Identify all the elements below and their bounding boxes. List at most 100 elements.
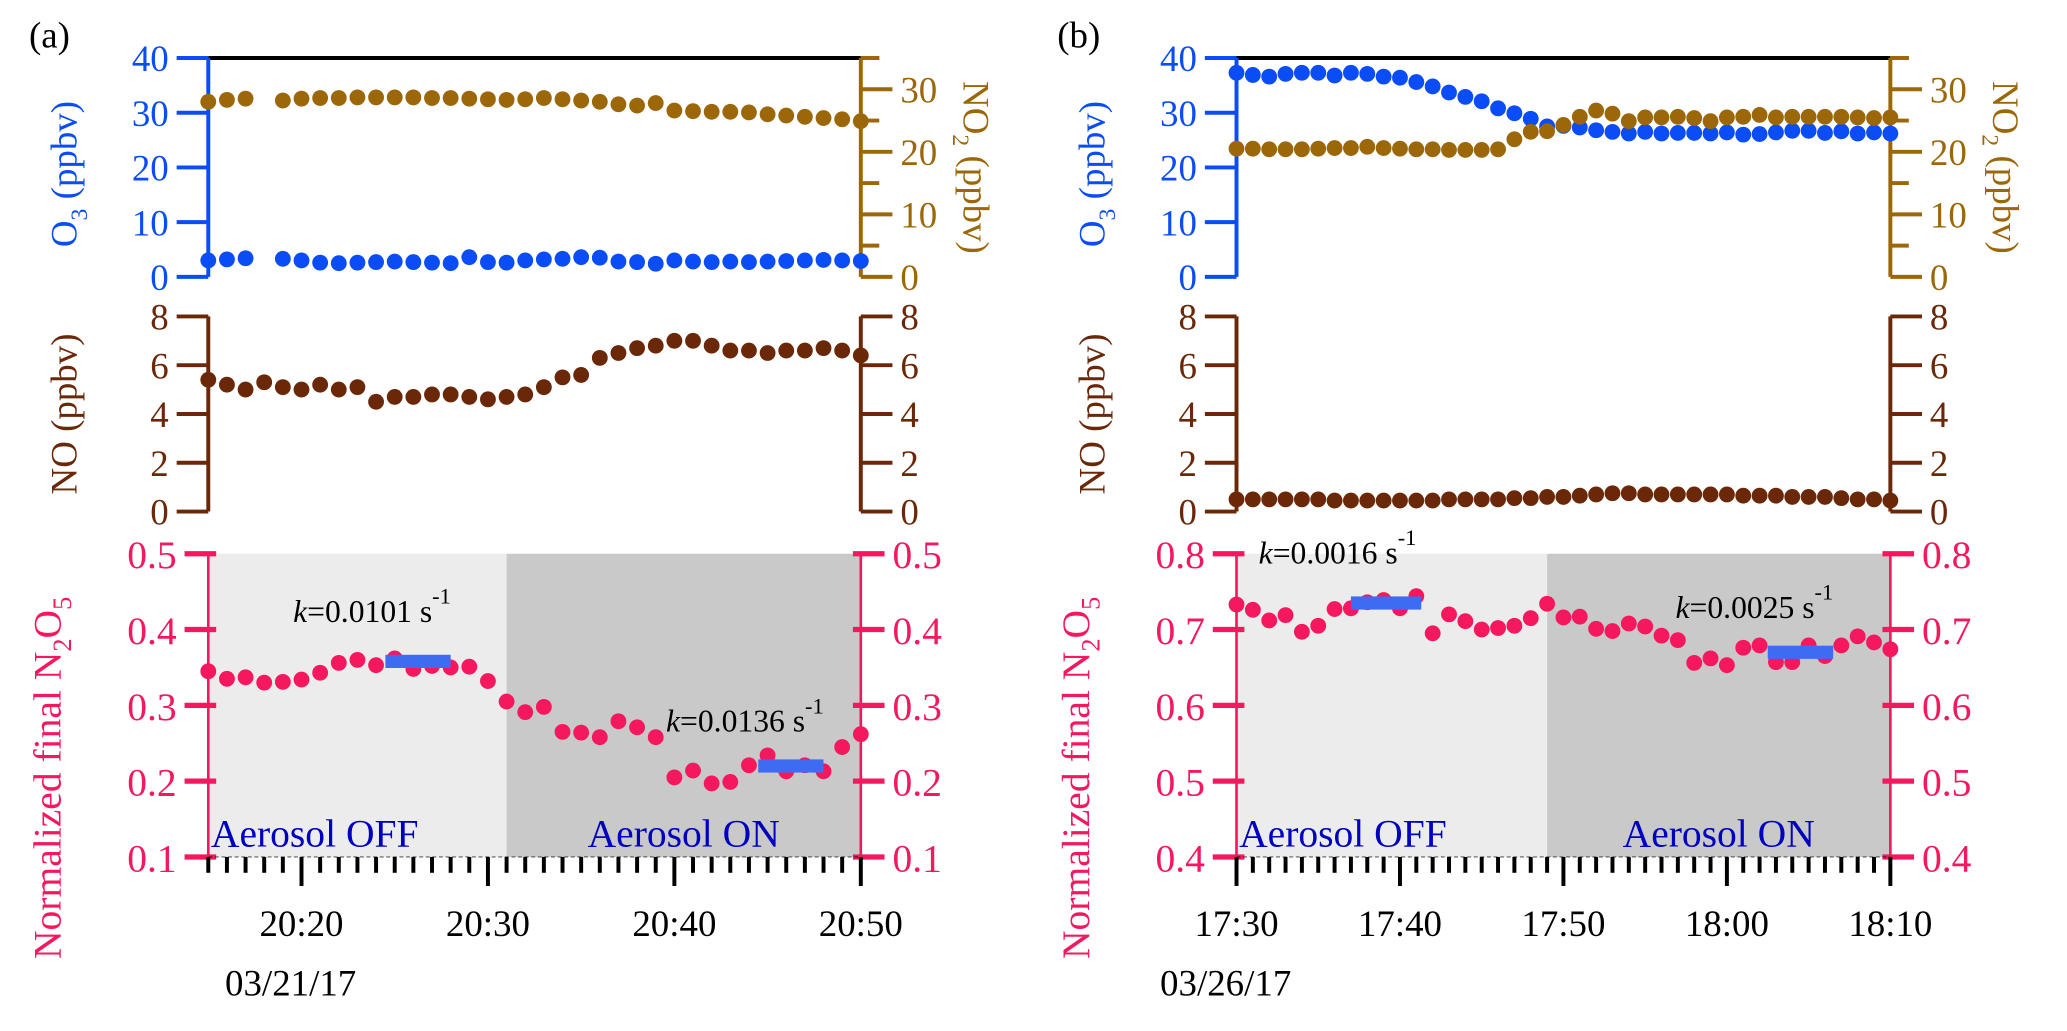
o3-tick-label: 30 bbox=[132, 93, 169, 134]
o3-point bbox=[1849, 125, 1866, 142]
no-point bbox=[1457, 491, 1474, 508]
no-point bbox=[1702, 486, 1719, 503]
no-point bbox=[386, 388, 403, 405]
no2-series bbox=[200, 89, 869, 130]
no-point bbox=[1817, 488, 1833, 505]
n2o5-point bbox=[1637, 618, 1654, 635]
o3-point bbox=[1457, 88, 1474, 105]
n2o5-point bbox=[1866, 634, 1882, 651]
no2-point bbox=[349, 89, 366, 106]
x-tick-label: 17:50 bbox=[1521, 903, 1605, 944]
n2o5-point bbox=[1702, 650, 1719, 667]
k-exponent: -1 bbox=[805, 693, 824, 718]
no-point bbox=[1293, 491, 1310, 508]
x-tick-label: 20:50 bbox=[819, 903, 903, 944]
no2-point bbox=[1277, 141, 1294, 158]
o3-axis-label: O3 (ppbv) bbox=[43, 101, 93, 247]
no-point bbox=[1882, 492, 1899, 509]
o3-point bbox=[1718, 124, 1735, 141]
no-left-tick-label: 8 bbox=[150, 297, 168, 338]
n2o5-point bbox=[1293, 623, 1310, 640]
n2o5-left-tick-label: 0.8 bbox=[1155, 533, 1204, 577]
o3-point bbox=[1637, 123, 1654, 140]
o3-point bbox=[498, 254, 515, 271]
o3-tick-label: 40 bbox=[132, 38, 169, 79]
no2-point bbox=[815, 110, 832, 126]
o3-point bbox=[573, 249, 590, 266]
no-left-tick-label: 8 bbox=[1179, 297, 1197, 338]
no-point bbox=[1244, 491, 1261, 508]
no-point bbox=[778, 342, 795, 359]
no2-point bbox=[293, 90, 310, 107]
n2o5-point bbox=[591, 729, 608, 746]
k-value: =0.0016 s bbox=[1273, 535, 1398, 570]
no2-point bbox=[796, 108, 813, 125]
n2o5-point bbox=[1261, 612, 1278, 629]
o3-point bbox=[1441, 84, 1457, 101]
o3-label-o: O bbox=[43, 220, 84, 247]
o3-point bbox=[349, 254, 366, 271]
n2o5-axis-label: Normalized final N2O5 bbox=[1054, 597, 1106, 959]
no2-point bbox=[498, 91, 515, 108]
n2o5-point bbox=[629, 719, 645, 736]
n2o5-point bbox=[1833, 637, 1850, 654]
no-point bbox=[629, 340, 645, 357]
o3-point bbox=[442, 255, 459, 272]
n2o5-point bbox=[1473, 621, 1490, 638]
x-tick-label: 18:00 bbox=[1685, 903, 1769, 944]
o3-label-sub: 3 bbox=[1095, 209, 1121, 221]
n2o5-point bbox=[1490, 620, 1506, 636]
no-right-tick-label: 8 bbox=[1930, 297, 1948, 338]
no-point bbox=[1588, 486, 1605, 503]
no-point bbox=[1375, 492, 1392, 509]
no2-point bbox=[1326, 140, 1343, 156]
n2o5-left-tick-label: 0.2 bbox=[127, 761, 176, 805]
no-point bbox=[1326, 492, 1343, 509]
n2o5-point bbox=[573, 724, 590, 741]
no-point bbox=[1424, 492, 1441, 509]
no2-point bbox=[1343, 140, 1359, 156]
no-point bbox=[1735, 487, 1752, 504]
o3-point bbox=[1686, 125, 1703, 141]
no2-point bbox=[1735, 108, 1752, 125]
no2-tick-label: 30 bbox=[900, 69, 937, 110]
no-point bbox=[759, 345, 776, 361]
no-point bbox=[480, 391, 496, 408]
no2-point bbox=[1637, 109, 1654, 126]
n2o5-label-sub5: 5 bbox=[48, 597, 77, 610]
o3-point bbox=[200, 252, 217, 269]
o3-point bbox=[1506, 105, 1523, 122]
no-point bbox=[647, 337, 664, 354]
no2-point bbox=[1882, 109, 1899, 126]
o3-point bbox=[1424, 78, 1441, 95]
no2-point bbox=[1833, 108, 1850, 125]
k-exponent: -1 bbox=[1815, 580, 1834, 605]
no-left-tick-label: 4 bbox=[1179, 394, 1197, 435]
o3-point bbox=[424, 254, 440, 271]
n2o5-point bbox=[237, 669, 254, 686]
no2-point bbox=[480, 91, 496, 108]
no-point bbox=[1228, 491, 1245, 508]
n2o5-left-tick-label: 0.1 bbox=[127, 836, 176, 880]
n2o5-point bbox=[1718, 657, 1735, 674]
no2-point bbox=[312, 90, 329, 106]
no2-point bbox=[1718, 109, 1735, 126]
x-tick-label: 17:30 bbox=[1194, 903, 1278, 944]
region-label: Aerosol OFF bbox=[211, 811, 419, 855]
o3-label-sub: 3 bbox=[67, 209, 93, 221]
k-value: =0.0101 s bbox=[307, 594, 432, 629]
no2-point bbox=[1653, 109, 1670, 126]
no2-point bbox=[442, 90, 459, 106]
n2o5-point bbox=[274, 673, 291, 690]
n2o5-right-tick-label: 0.5 bbox=[892, 533, 941, 577]
n2o5-right-tick-label: 0.2 bbox=[892, 761, 941, 805]
no2-point bbox=[1506, 131, 1523, 148]
k-exponent: -1 bbox=[432, 583, 451, 608]
k-annotation: k=0.0101 s-1 bbox=[293, 583, 451, 628]
n2o5-point bbox=[722, 774, 739, 790]
k-annotation: k=0.0136 s-1 bbox=[666, 693, 824, 738]
no-point bbox=[1751, 487, 1768, 504]
region-label: Aerosol OFF bbox=[1239, 811, 1447, 855]
